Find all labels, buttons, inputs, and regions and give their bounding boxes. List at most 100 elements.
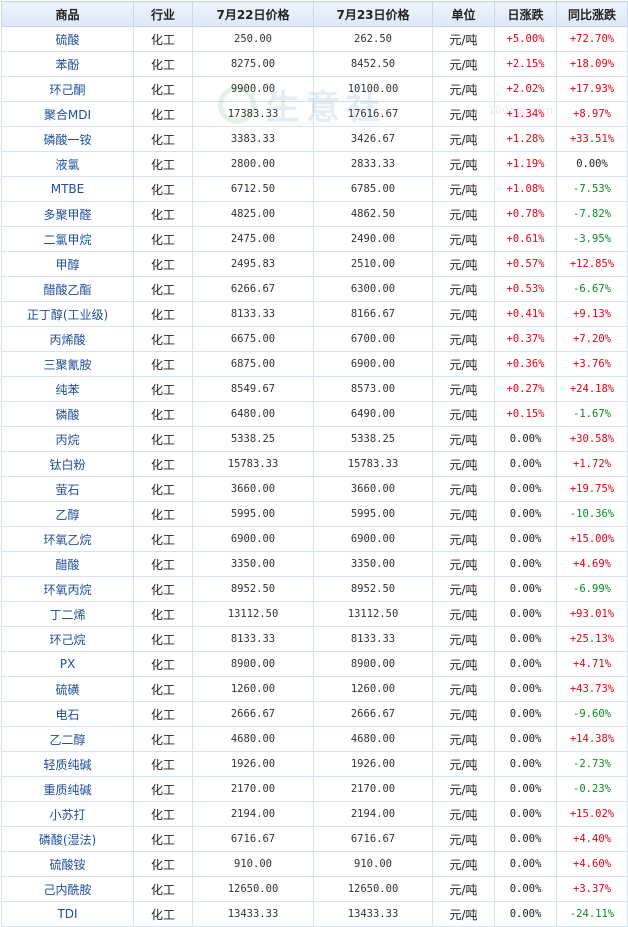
table-row[interactable]: PX 化工 8900.00 8900.00 元/吨 0.00% +4.71% xyxy=(1,651,628,677)
commodity-name[interactable]: 环己酮 xyxy=(1,76,134,102)
yoy-change-cell: +43.73% xyxy=(556,676,628,702)
table-row[interactable]: 环己酮 化工 9900.00 10100.00 元/吨 +2.02% +17.93% xyxy=(1,76,628,102)
unit-cell: 元/吨 xyxy=(432,276,495,302)
yoy-change-cell: -6.99% xyxy=(556,576,628,602)
price-jul22-cell: 250.00 xyxy=(192,26,314,52)
commodity-name[interactable]: 重质纯碱 xyxy=(1,776,134,802)
table-row[interactable]: 醋酸乙酯 化工 6266.67 6300.00 元/吨 +0.53% -6.67% xyxy=(1,276,628,302)
commodity-name[interactable]: 环氧乙烷 xyxy=(1,526,134,552)
table-row[interactable]: 丙烷 化工 5338.25 5338.25 元/吨 0.00% +30.58% xyxy=(1,426,628,452)
table-row[interactable]: 丙烯酸 化工 6675.00 6700.00 元/吨 +0.37% +7.20% xyxy=(1,326,628,352)
table-row[interactable]: 磷酸(湿法) 化工 6716.67 6716.67 元/吨 0.00% +4.40% xyxy=(1,826,628,852)
table-row[interactable]: 聚合MDI 化工 17383.33 17616.67 元/吨 +1.34% +8.97% xyxy=(1,101,628,127)
price-jul22-cell: 8133.33 xyxy=(192,626,314,652)
commodity-name[interactable]: 磷酸 xyxy=(1,401,134,427)
table-row[interactable]: 醋酸 化工 3350.00 3350.00 元/吨 0.00% +4.69% xyxy=(1,551,628,577)
commodity-name[interactable]: 萤石 xyxy=(1,476,134,502)
table-row[interactable]: 二氯甲烷 化工 2475.00 2490.00 元/吨 +0.61% -3.95% xyxy=(1,226,628,252)
table-row[interactable]: 环氧丙烷 化工 8952.50 8952.50 元/吨 0.00% -6.99% xyxy=(1,576,628,602)
price-jul22-cell: 6480.00 xyxy=(192,401,314,427)
table-row[interactable]: 重质纯碱 化工 2170.00 2170.00 元/吨 0.00% -0.23% xyxy=(1,776,628,802)
commodity-name[interactable]: 聚合MDI xyxy=(1,101,134,127)
header-yoy-change[interactable]: 同比涨跌 xyxy=(556,1,628,27)
commodity-name[interactable]: 环氧丙烷 xyxy=(1,576,134,602)
commodity-name[interactable]: 丙烯酸 xyxy=(1,326,134,352)
unit-cell: 元/吨 xyxy=(432,901,495,927)
table-row[interactable]: 小苏打 化工 2194.00 2194.00 元/吨 0.00% +15.02% xyxy=(1,801,628,827)
table-row[interactable]: 轻质纯碱 化工 1926.00 1926.00 元/吨 0.00% -2.73% xyxy=(1,751,628,777)
table-row[interactable]: 环氧乙烷 化工 6900.00 6900.00 元/吨 0.00% +15.00% xyxy=(1,526,628,552)
table-row[interactable]: 乙醇 化工 5995.00 5995.00 元/吨 0.00% -10.36% xyxy=(1,501,628,527)
commodity-name[interactable]: 己内酰胺 xyxy=(1,876,134,902)
commodity-name[interactable]: 正丁醇(工业级) xyxy=(1,301,134,327)
header-commodity[interactable]: 商品 xyxy=(1,1,134,27)
header-industry[interactable]: 行业 xyxy=(133,1,193,27)
commodity-name[interactable]: 二氯甲烷 xyxy=(1,226,134,252)
commodity-name[interactable]: 硫酸铵 xyxy=(1,851,134,877)
daily-change-cell: 0.00% xyxy=(494,676,557,702)
unit-cell: 元/吨 xyxy=(432,351,495,377)
commodity-name[interactable]: 纯苯 xyxy=(1,376,134,402)
price-jul22-cell: 6712.50 xyxy=(192,176,314,202)
commodity-name[interactable]: 乙醇 xyxy=(1,501,134,527)
commodity-name[interactable]: 醋酸 xyxy=(1,551,134,577)
table-row[interactable]: 硫酸 化工 250.00 262.50 元/吨 +5.00% +72.70% xyxy=(1,26,628,52)
table-row[interactable]: 苯酚 化工 8275.00 8452.50 元/吨 +2.15% +18.09% xyxy=(1,51,628,77)
commodity-name[interactable]: TDI xyxy=(1,901,134,927)
commodity-name[interactable]: 钛白粉 xyxy=(1,451,134,477)
commodity-name[interactable]: 苯酚 xyxy=(1,51,134,77)
unit-cell: 元/吨 xyxy=(432,26,495,52)
header-price-jul23[interactable]: 7月23日价格 xyxy=(313,1,433,27)
unit-cell: 元/吨 xyxy=(432,576,495,602)
table-row[interactable]: 萤石 化工 3660.00 3660.00 元/吨 0.00% +19.75% xyxy=(1,476,628,502)
table-row[interactable]: 硫磺 化工 1260.00 1260.00 元/吨 0.00% +43.73% xyxy=(1,676,628,702)
table-row[interactable]: 三聚氰胺 化工 6875.00 6900.00 元/吨 +0.36% +3.76% xyxy=(1,351,628,377)
table-row[interactable]: 纯苯 化工 8549.67 8573.00 元/吨 +0.27% +24.18% xyxy=(1,376,628,402)
commodity-name[interactable]: 硫酸 xyxy=(1,26,134,52)
price-jul22-cell: 2194.00 xyxy=(192,801,314,827)
table-row[interactable]: 己内酰胺 化工 12650.00 12650.00 元/吨 0.00% +3.37% xyxy=(1,876,628,902)
unit-cell: 元/吨 xyxy=(432,751,495,777)
commodity-name[interactable]: 丙烷 xyxy=(1,426,134,452)
commodity-name[interactable]: 多聚甲醛 xyxy=(1,201,134,227)
commodity-name[interactable]: 硫磺 xyxy=(1,676,134,702)
price-jul22-cell: 8549.67 xyxy=(192,376,314,402)
header-price-jul22[interactable]: 7月22日价格 xyxy=(192,1,314,27)
commodity-name[interactable]: 甲醇 xyxy=(1,251,134,277)
industry-cell: 化工 xyxy=(133,826,193,852)
unit-cell: 元/吨 xyxy=(432,151,495,177)
commodity-name[interactable]: 三聚氰胺 xyxy=(1,351,134,377)
commodity-name[interactable]: 磷酸(湿法) xyxy=(1,826,134,852)
commodity-name[interactable]: 醋酸乙酯 xyxy=(1,276,134,302)
table-row[interactable]: 环己烷 化工 8133.33 8133.33 元/吨 0.00% +25.13% xyxy=(1,626,628,652)
table-row[interactable]: 钛白粉 化工 15783.33 15783.33 元/吨 0.00% +1.72% xyxy=(1,451,628,477)
commodity-name[interactable]: 环己烷 xyxy=(1,626,134,652)
table-row[interactable]: 甲醇 化工 2495.83 2510.00 元/吨 +0.57% +12.85% xyxy=(1,251,628,277)
header-daily-change[interactable]: 日涨跌 xyxy=(494,1,557,27)
unit-cell: 元/吨 xyxy=(432,676,495,702)
commodity-name[interactable]: 乙二醇 xyxy=(1,726,134,752)
table-row[interactable]: 正丁醇(工业级) 化工 8133.33 8166.67 元/吨 +0.41% +9.13% xyxy=(1,301,628,327)
commodity-name[interactable]: 电石 xyxy=(1,701,134,727)
daily-change-cell: 0.00% xyxy=(494,801,557,827)
yoy-change-cell: +9.13% xyxy=(556,301,628,327)
table-row[interactable]: 多聚甲醛 化工 4825.00 4862.50 元/吨 +0.78% -7.82% xyxy=(1,201,628,227)
table-row[interactable]: 硫酸铵 化工 910.00 910.00 元/吨 0.00% +4.60% xyxy=(1,851,628,877)
table-row[interactable]: 磷酸 化工 6480.00 6490.00 元/吨 +0.15% -1.67% xyxy=(1,401,628,427)
table-row[interactable]: 电石 化工 2666.67 2666.67 元/吨 0.00% -9.60% xyxy=(1,701,628,727)
commodity-name[interactable]: 轻质纯碱 xyxy=(1,751,134,777)
commodity-name[interactable]: 小苏打 xyxy=(1,801,134,827)
table-row[interactable]: TDI 化工 13433.33 13433.33 元/吨 0.00% -24.11% xyxy=(1,901,628,927)
price-jul23-cell: 2490.00 xyxy=(313,226,433,252)
commodity-name[interactable]: 丁二烯 xyxy=(1,601,134,627)
commodity-name[interactable]: 磷酸一铵 xyxy=(1,126,134,152)
table-row[interactable]: 丁二烯 化工 13112.50 13112.50 元/吨 0.00% +93.01% xyxy=(1,601,628,627)
header-unit[interactable]: 单位 xyxy=(432,1,495,27)
table-row[interactable]: 液氯 化工 2800.00 2833.33 元/吨 +1.19% 0.00% xyxy=(1,151,628,177)
table-row[interactable]: 乙二醇 化工 4680.00 4680.00 元/吨 0.00% +14.38% xyxy=(1,726,628,752)
table-row[interactable]: MTBE 化工 6712.50 6785.00 元/吨 +1.08% -7.53% xyxy=(1,176,628,202)
commodity-name[interactable]: PX xyxy=(1,651,134,677)
commodity-name[interactable]: MTBE xyxy=(1,176,134,202)
commodity-name[interactable]: 液氯 xyxy=(1,151,134,177)
table-row[interactable]: 磷酸一铵 化工 3383.33 3426.67 元/吨 +1.28% +33.51% xyxy=(1,126,628,152)
